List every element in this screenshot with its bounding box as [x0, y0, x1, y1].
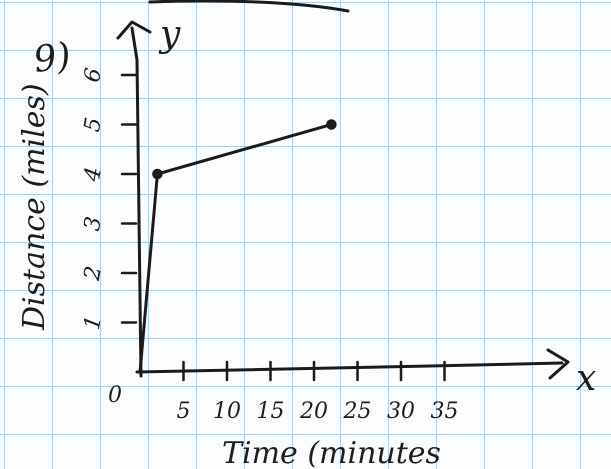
y-tick-label: 6 — [80, 66, 107, 84]
x-tick-label: 30 — [387, 399, 415, 424]
y-axis-line — [130, 26, 143, 378]
y-axis-arrow — [116, 20, 152, 40]
y-tick-label: 3 — [80, 215, 107, 233]
stray-ink-stroke — [148, 0, 350, 13]
series-layer — [138, 119, 337, 374]
x-tick-label: 35 — [431, 399, 459, 424]
series-line — [138, 123, 333, 374]
x-tick-label: 20 — [299, 399, 328, 424]
problem-number: 9) — [31, 35, 73, 81]
x-axis-arrow — [546, 348, 570, 380]
x-ticks: 5 10 15 20 25 30 35 — [177, 360, 459, 424]
y-tick-label: 5 — [80, 116, 107, 134]
origin-label: 0 — [108, 383, 122, 408]
data-point — [326, 119, 337, 130]
y-axis-letter: y — [158, 14, 181, 55]
x-tick-label: 25 — [343, 399, 372, 424]
x-axis-letter: x — [576, 358, 596, 399]
y-tick-label: 2 — [80, 264, 107, 283]
x-tick-label: 10 — [213, 399, 241, 424]
y-tick-label: 4 — [80, 165, 107, 184]
y-axis-title: Distance (miles) — [17, 83, 52, 331]
data-point — [152, 168, 163, 180]
y-ticks: 1 2 3 4 5 6 — [80, 66, 138, 332]
x-tick-label: 15 — [257, 399, 285, 424]
x-axis-line — [135, 361, 564, 374]
y-tick-label: 1 — [80, 314, 107, 332]
x-tick-label: 5 — [177, 399, 191, 424]
x-axis-title: Time (minutes — [222, 436, 441, 469]
